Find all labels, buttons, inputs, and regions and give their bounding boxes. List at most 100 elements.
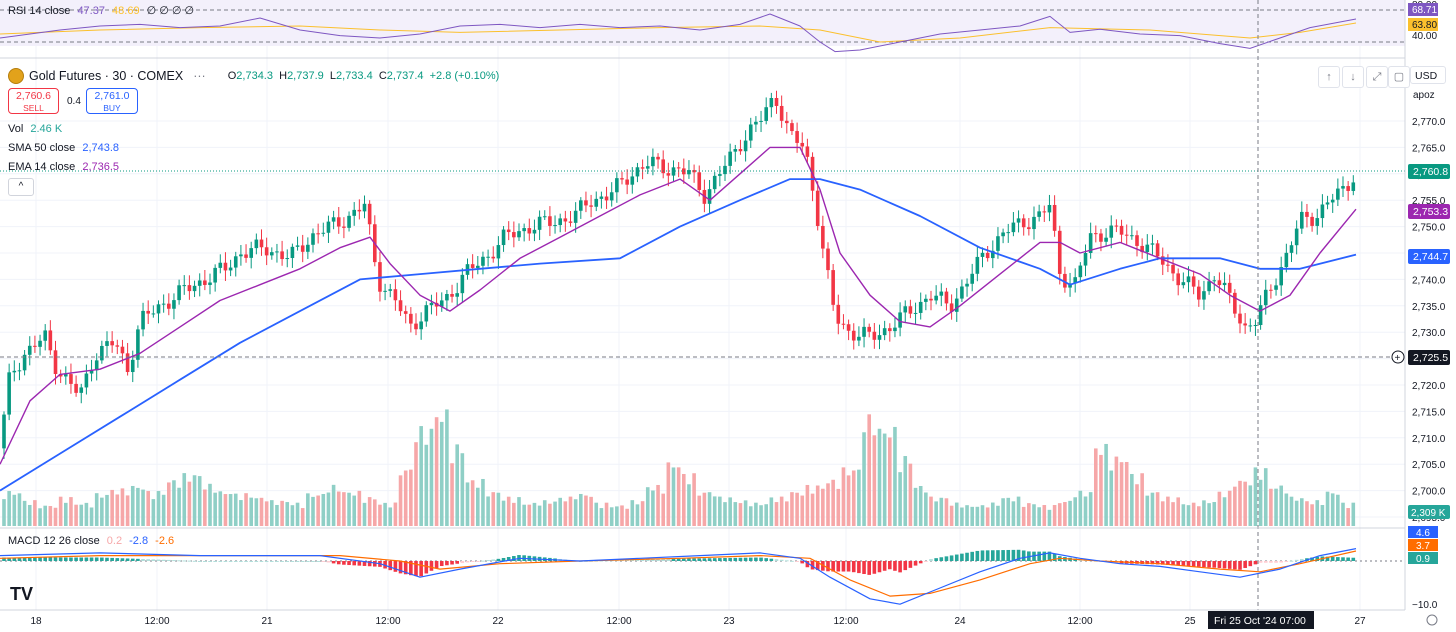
volume-bar [496, 492, 501, 526]
collapse-legend-button[interactable]: ^ [8, 178, 34, 196]
sma-legend[interactable]: SMA 50 close 2,743.8 [8, 142, 119, 154]
macd-hist-bar [1160, 561, 1165, 565]
candle-body [270, 252, 274, 256]
macd-hist-bar [192, 560, 197, 562]
time-tick-label: 12:00 [606, 616, 631, 627]
volume-bar [1336, 494, 1340, 526]
candle-body [156, 304, 161, 314]
volume-bar [1114, 456, 1119, 526]
volume-legend-value: 2.46 K [30, 123, 63, 135]
candle-body [640, 167, 645, 169]
move-down-button[interactable]: ↓ [1342, 66, 1364, 88]
volume-bar [1094, 448, 1098, 526]
candle-body [1207, 281, 1211, 292]
macd-hist-bar [836, 561, 841, 572]
volume-bar [290, 505, 295, 526]
candle-body [759, 120, 763, 122]
candle-body [862, 326, 866, 337]
macd-legend[interactable]: MACD 12 26 close 0.2 -2.8 -2.6 [8, 535, 174, 547]
volume-bar [810, 493, 815, 526]
volume-bar [1341, 502, 1345, 526]
volume-bar [537, 505, 542, 526]
candle-body [501, 229, 506, 246]
maximize-pane-button[interactable]: ▢ [1388, 66, 1410, 88]
volume-bar [84, 502, 89, 526]
macd-lines [0, 548, 1357, 605]
macd-hist-bar [409, 561, 413, 576]
macd-hist-bar [125, 558, 130, 561]
volume-bar [187, 481, 192, 526]
candle-body [908, 306, 913, 314]
candle-body [388, 289, 393, 291]
symbol-title[interactable]: Gold Futures · 30 · COMEX [29, 69, 184, 83]
signal-badge [1408, 539, 1438, 551]
volume-bar [1140, 473, 1144, 526]
volume-bar [239, 500, 243, 526]
volume-bar [38, 508, 42, 526]
volume-bar [542, 500, 547, 526]
candle-body [1274, 285, 1278, 290]
macd-hist-bar [48, 557, 53, 561]
volume-bar [491, 492, 496, 526]
volume-bar [934, 501, 938, 526]
candle-body [553, 225, 557, 227]
expand-pane-button[interactable]: ⤢ [1366, 66, 1388, 88]
candle-body [48, 330, 53, 351]
candle-body [790, 123, 794, 132]
crosshair-time-text: Fri 25 Oct '24 07:00 [1214, 615, 1306, 627]
candle-body [1088, 233, 1093, 253]
volume-bar [156, 491, 161, 526]
macd-hist-bar [893, 561, 897, 571]
candle-body [1300, 211, 1304, 229]
macd-hist-bar [208, 561, 212, 562]
macd-hist-bar [167, 559, 171, 561]
candle-body [584, 200, 588, 206]
volume-bar [352, 495, 356, 526]
volume-bar [424, 444, 429, 526]
candle-body [27, 345, 32, 355]
macd-hist-bar [182, 560, 187, 562]
volume-bar [1166, 496, 1170, 526]
volume-bar [367, 497, 372, 526]
add-alert-icon[interactable] [1391, 350, 1405, 364]
sell-button[interactable]: 2,760.6 SELL [8, 88, 59, 114]
macd-hist-bar [455, 561, 459, 564]
volume-bar [151, 499, 156, 526]
candle-body [409, 313, 413, 324]
macd-hist-bar [656, 559, 660, 561]
move-up-button[interactable]: ↑ [1318, 66, 1340, 88]
candle-body [136, 329, 140, 360]
candle-body [398, 300, 403, 312]
volume-bar [7, 491, 11, 526]
macd-hist-bar [69, 557, 73, 561]
volume-bar [723, 502, 727, 526]
candle-body [1202, 291, 1206, 300]
volume-bar [888, 437, 892, 526]
unit-select[interactable]: apoz [1413, 90, 1435, 101]
candle-body [481, 256, 485, 266]
macd-hist-bar [270, 561, 274, 562]
macd-hist-bar [774, 559, 779, 561]
candle-body [1248, 325, 1253, 327]
macd-hist-bar [491, 559, 496, 561]
buy-button[interactable]: 2,761.0 BUY [86, 88, 138, 114]
volume-bar [125, 495, 130, 526]
candle-body [877, 335, 882, 340]
rsi-ma-line [0, 22, 1357, 43]
candle-body [1294, 228, 1299, 246]
ema-legend[interactable]: EMA 14 close 2,736.5 [8, 161, 119, 173]
macd-hist-bar [17, 557, 22, 561]
macd-hist-bar [630, 559, 635, 561]
volume-bar [1032, 504, 1036, 526]
settings-gear-icon[interactable] [1426, 614, 1438, 626]
volume-legend[interactable]: Vol 2.46 K [8, 123, 62, 135]
volume-bar [579, 493, 583, 526]
volume-bar [1047, 509, 1052, 526]
volume-bar [800, 495, 805, 526]
volume-bar [620, 505, 624, 526]
candle-body [1042, 211, 1047, 213]
macd-hist-bar [877, 561, 882, 573]
currency-select[interactable]: USD [1410, 66, 1446, 84]
more-dots-icon[interactable]: ··· [193, 69, 206, 83]
